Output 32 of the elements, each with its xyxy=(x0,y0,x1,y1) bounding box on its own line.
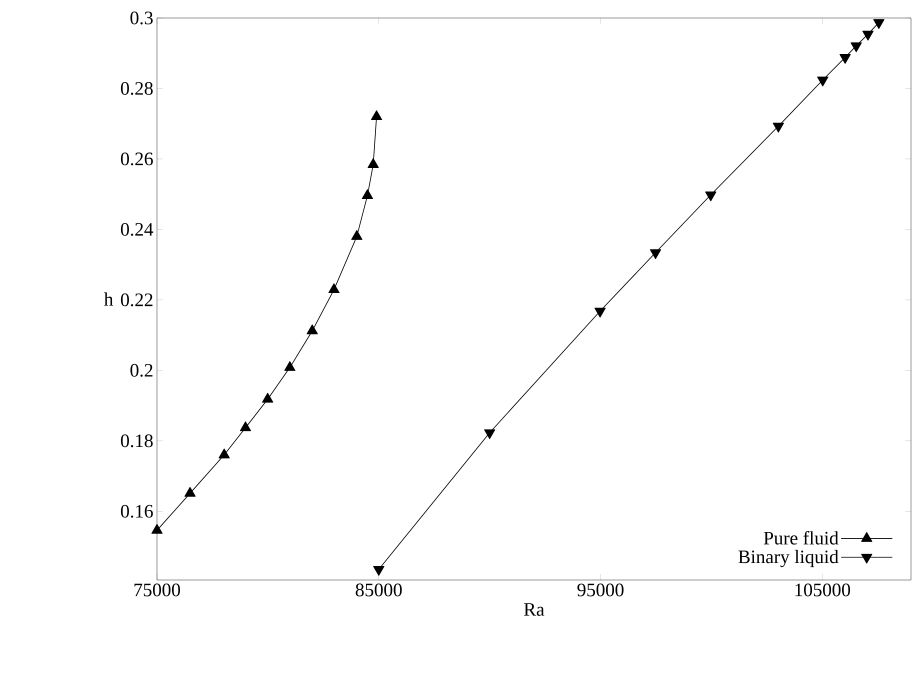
y-axis-title: h xyxy=(104,292,114,306)
point xyxy=(840,54,851,64)
legend-label: Binary liquid xyxy=(738,550,838,568)
point xyxy=(284,361,296,371)
point xyxy=(306,324,318,334)
x-axis-title: Ra xyxy=(524,603,544,616)
x-tick-label: 95000 xyxy=(577,584,624,596)
x-tick-label: 75000 xyxy=(134,584,180,596)
point xyxy=(862,30,874,41)
point xyxy=(218,448,230,458)
y-tick-label: 0.24 xyxy=(120,222,154,236)
point xyxy=(328,283,340,294)
point xyxy=(772,122,784,133)
y-tick-label: 0.3 xyxy=(130,12,153,24)
point xyxy=(705,191,716,202)
point xyxy=(240,421,252,432)
legend-label: Pure fluid xyxy=(764,531,838,545)
point xyxy=(351,230,362,240)
point xyxy=(151,524,163,534)
y-tick-label: 0.26 xyxy=(120,152,153,166)
x-tick-label: 85000 xyxy=(356,584,402,596)
point xyxy=(817,76,828,86)
y-tick-label: 0.18 xyxy=(120,434,153,448)
y-tick-label: 0.16 xyxy=(120,504,153,518)
y-tick-label: 0.22 xyxy=(120,293,152,306)
y-tick-label: 0.28 xyxy=(120,82,153,95)
point xyxy=(850,42,862,52)
point xyxy=(262,392,274,403)
point xyxy=(184,486,196,497)
point xyxy=(873,19,884,29)
y-tick-label: 0.2 xyxy=(130,364,152,377)
x-tick-label: 105000 xyxy=(795,584,850,596)
